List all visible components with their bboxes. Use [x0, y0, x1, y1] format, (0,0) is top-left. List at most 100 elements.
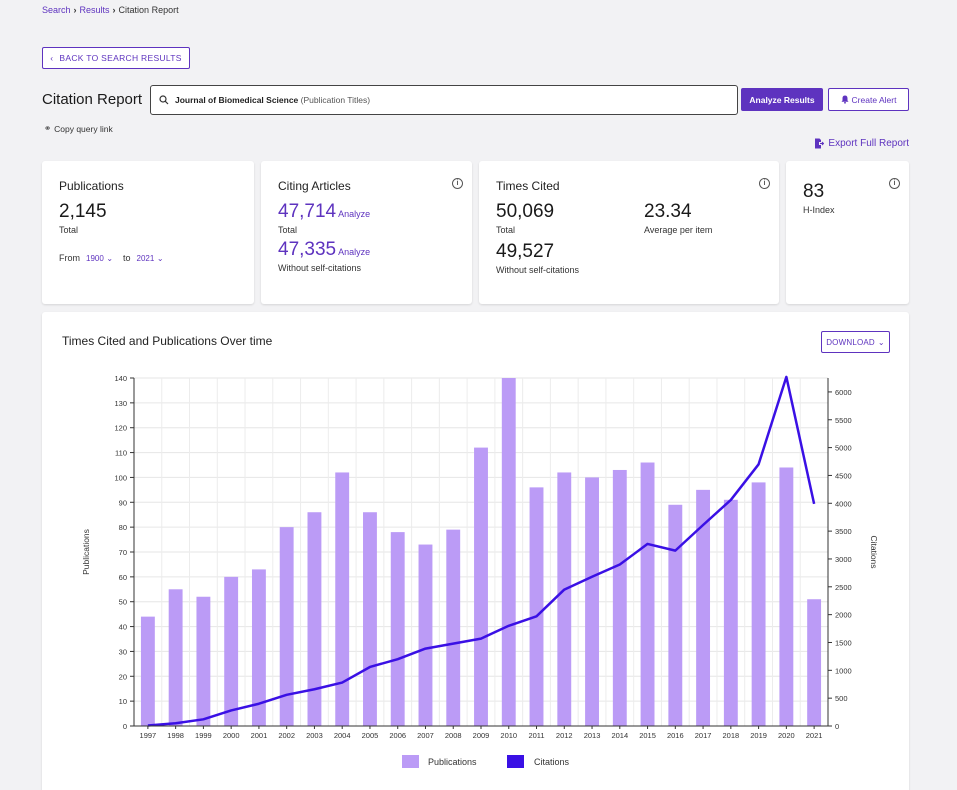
- publication-bar: [140, 616, 155, 726]
- x-tick-label: 2017: [695, 731, 712, 740]
- chart-title: Times Cited and Publications Over time: [62, 334, 273, 348]
- x-tick-label: 2002: [278, 731, 295, 740]
- y-tick-label: 60: [119, 573, 127, 582]
- times-cited-total-label: Total: [496, 225, 516, 235]
- y-tick-label: 140: [114, 374, 127, 383]
- y2-tick-label: 4000: [835, 499, 852, 508]
- publication-bar: [585, 477, 599, 726]
- y-tick-label: 30: [119, 647, 127, 656]
- times-cited-total-value: 50,069: [496, 201, 555, 222]
- to-year-select[interactable]: 2021 ⌄: [137, 253, 164, 263]
- x-tick-label: 2010: [500, 731, 517, 740]
- citing-self[interactable]: 47,335 Analyze: [278, 239, 455, 261]
- x-tick-label: 2021: [806, 731, 823, 740]
- query-text: Journal of Biomedical Science: [175, 95, 299, 105]
- y2-tick-label: 5500: [835, 416, 852, 425]
- h-index-card: i 83 H-Index: [786, 161, 909, 304]
- breadcrumb-search-link[interactable]: Search: [42, 5, 71, 15]
- back-button-label: BACK TO SEARCH RESULTS: [59, 53, 182, 63]
- legend-swatch-publications: [402, 755, 419, 768]
- download-label: DOWNLOAD: [826, 337, 875, 347]
- publication-bar: [612, 469, 627, 726]
- chart-panel: Times Cited and Publications Over time D…: [42, 312, 909, 790]
- publication-bar: [696, 489, 711, 726]
- citing-total-analyze-link[interactable]: Analyze: [338, 209, 371, 219]
- x-tick-label: 2000: [223, 731, 240, 740]
- citation-chart: 0 10 20 30 40 50 60 70 80 90 100 110 120 130 140 0 500 10…: [81, 374, 879, 768]
- y-tick-label: 90: [119, 498, 127, 507]
- y2-tick-label: 5000: [835, 444, 852, 453]
- y-tick-label: 20: [119, 672, 127, 681]
- y2-tick-label: 2500: [835, 583, 852, 592]
- legend-swatch-citations: [507, 755, 524, 768]
- info-icon[interactable]: i: [759, 178, 770, 189]
- x-tick-label: 2018: [722, 731, 739, 740]
- h-index-label: H-Index: [803, 205, 835, 215]
- x-tick-label: 2013: [584, 731, 601, 740]
- citing-total-value: 47,714: [278, 201, 337, 222]
- copy-query-link[interactable]: ⚭ Copy query link: [44, 123, 113, 134]
- download-button[interactable]: DOWNLOAD ⌄: [821, 331, 890, 353]
- y-tick-label: 40: [119, 623, 127, 632]
- x-tick-label: 1997: [140, 731, 157, 740]
- x-tick-label: 2016: [667, 731, 684, 740]
- bell-icon: [841, 95, 849, 104]
- y-tick-label: 100: [114, 473, 127, 482]
- y2-tick-label: 0: [835, 722, 839, 731]
- from-year-select[interactable]: 1900 ⌄: [86, 253, 113, 263]
- info-icon[interactable]: i: [889, 178, 900, 189]
- h-index-value: 83: [803, 181, 825, 202]
- publication-bar: [363, 512, 377, 726]
- publications-total-value: 2,145: [59, 201, 107, 222]
- analyze-results-button[interactable]: Analyze Results: [741, 88, 823, 111]
- publication-bar: [501, 378, 516, 726]
- publication-bar: [390, 532, 405, 726]
- publication-bar: [751, 482, 766, 726]
- publication-bar: [640, 462, 655, 726]
- y2-tick-label: 500: [835, 694, 848, 703]
- y2-tick-label: 3000: [835, 555, 852, 564]
- info-icon[interactable]: i: [452, 178, 463, 189]
- publication-bar: [251, 569, 266, 726]
- y-tick-label: 70: [119, 548, 127, 557]
- average-per-item-value: 23.34: [644, 201, 692, 222]
- y-tick-label: 0: [123, 722, 127, 731]
- year-range: From 1900 ⌄ to 2021 ⌄: [59, 253, 237, 263]
- publication-bar: [168, 589, 183, 726]
- citing-self-analyze-link[interactable]: Analyze: [338, 247, 371, 257]
- publication-bar: [779, 467, 794, 726]
- publication-bar: [446, 529, 461, 726]
- citing-self-value: 47,335: [278, 239, 337, 260]
- x-tick-label: 2008: [445, 731, 462, 740]
- export-label: Export Full Report: [828, 138, 909, 149]
- create-alert-button[interactable]: Create Alert: [828, 88, 909, 111]
- y-tick-label: 120: [114, 424, 127, 433]
- to-year-value: 2021: [136, 254, 155, 263]
- citations-line: [147, 375, 816, 727]
- publication-bar: [529, 487, 544, 726]
- y-tick-label: 130: [114, 399, 127, 408]
- citing-total[interactable]: 47,714 Analyze: [278, 201, 455, 223]
- query-input[interactable]: Journal of Biomedical Science (Publicati…: [150, 85, 738, 115]
- x-tick-label: 2009: [473, 731, 490, 740]
- copy-link-label: Copy query link: [54, 123, 113, 134]
- average-per-item-label: Average per item: [644, 225, 713, 235]
- publication-bar: [807, 599, 822, 726]
- times-cited-card: i Times Cited 50,069 Total 23.34 Average…: [479, 161, 779, 304]
- export-full-report-link[interactable]: Export Full Report: [814, 138, 909, 149]
- back-to-results-button[interactable]: ‹ BACK TO SEARCH RESULTS: [42, 47, 190, 69]
- y-tick-label: 50: [119, 598, 127, 607]
- x-tick-label: 2006: [389, 731, 406, 740]
- x-tick-label: 2015: [639, 731, 656, 740]
- times-cited-self-label: Without self-citations: [496, 265, 580, 275]
- x-tick-label: 2020: [778, 731, 795, 740]
- chevron-left-icon: ‹: [50, 53, 54, 63]
- publication-bar: [196, 596, 211, 726]
- publication-bar: [307, 512, 322, 726]
- breadcrumb-results-link[interactable]: Results: [79, 5, 110, 15]
- query-type: (Publication Titles): [300, 95, 371, 105]
- times-cited-title: Times Cited: [496, 179, 560, 193]
- y-tick-label: 80: [119, 523, 127, 532]
- chevron-right-icon: ›: [73, 5, 77, 15]
- citing-self-label: Without self-citations: [278, 263, 362, 273]
